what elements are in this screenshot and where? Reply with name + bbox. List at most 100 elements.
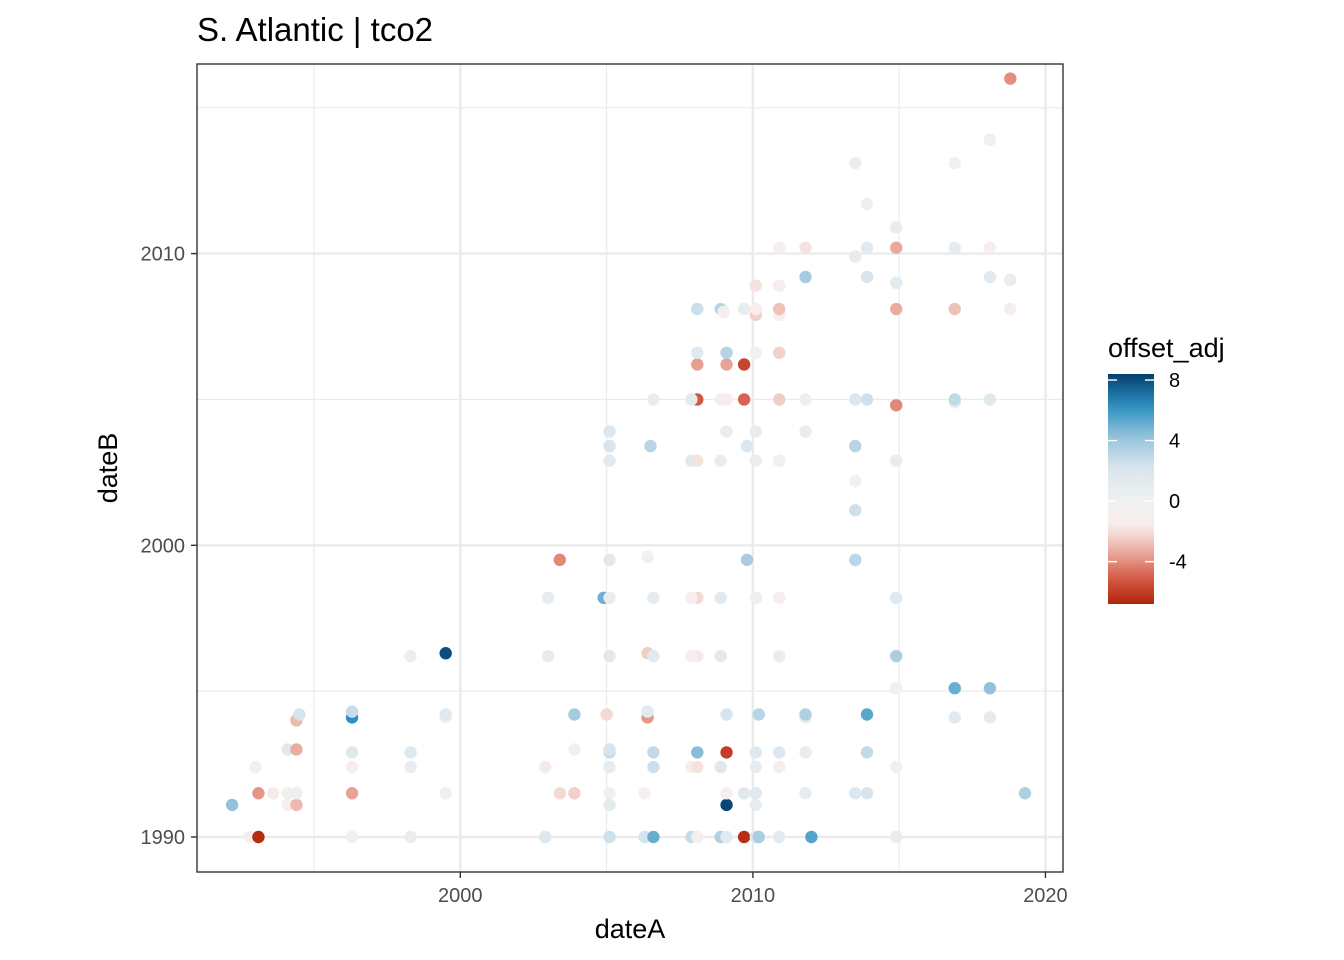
color-legend: offset_adj 8 4 0 -4 bbox=[1108, 333, 1225, 604]
data-point bbox=[737, 393, 751, 406]
data-points bbox=[225, 72, 1032, 844]
data-point bbox=[948, 393, 961, 406]
data-point bbox=[948, 241, 961, 254]
data-point bbox=[638, 787, 651, 800]
data-point bbox=[345, 760, 359, 774]
y-tick-label: 2010 bbox=[141, 244, 186, 266]
data-point bbox=[849, 156, 862, 170]
data-point bbox=[647, 760, 660, 774]
data-point bbox=[720, 425, 733, 438]
data-point bbox=[983, 711, 997, 724]
data-point bbox=[290, 787, 303, 800]
data-point bbox=[249, 760, 262, 774]
data-point bbox=[691, 830, 704, 844]
legend-title: offset_adj bbox=[1108, 333, 1225, 363]
data-point bbox=[404, 649, 417, 663]
data-point bbox=[568, 787, 581, 800]
data-point bbox=[714, 649, 727, 663]
data-point bbox=[714, 591, 727, 605]
data-point bbox=[890, 649, 903, 663]
data-point bbox=[799, 708, 812, 721]
data-point bbox=[641, 705, 654, 718]
data-point bbox=[983, 270, 997, 284]
data-point bbox=[860, 708, 874, 721]
data-point bbox=[749, 302, 763, 316]
data-point bbox=[737, 830, 751, 844]
data-point bbox=[752, 830, 765, 844]
data-point bbox=[849, 553, 862, 567]
data-point bbox=[644, 439, 657, 453]
data-point bbox=[691, 346, 704, 359]
data-point bbox=[860, 393, 874, 406]
data-point bbox=[749, 760, 763, 774]
data-point bbox=[720, 708, 733, 721]
data-point bbox=[1004, 273, 1017, 287]
data-point bbox=[568, 743, 581, 756]
data-point bbox=[849, 474, 862, 488]
data-point bbox=[773, 830, 786, 844]
data-point bbox=[737, 787, 751, 800]
data-point bbox=[773, 649, 786, 663]
legend-tick-label: -4 bbox=[1169, 552, 1187, 574]
data-point bbox=[749, 591, 763, 605]
data-point bbox=[849, 504, 862, 517]
data-point bbox=[720, 346, 733, 359]
data-point bbox=[773, 279, 786, 292]
data-point bbox=[773, 241, 786, 254]
x-tick-label: 2010 bbox=[731, 885, 776, 907]
data-point bbox=[849, 439, 862, 453]
data-point bbox=[538, 830, 552, 844]
data-point bbox=[600, 708, 613, 721]
data-point bbox=[225, 798, 239, 812]
data-point bbox=[345, 705, 359, 718]
data-point bbox=[773, 591, 786, 605]
data-point bbox=[749, 346, 763, 359]
data-point bbox=[603, 439, 616, 453]
data-point bbox=[345, 830, 359, 844]
data-point bbox=[860, 787, 874, 800]
data-point bbox=[749, 746, 763, 759]
data-point bbox=[860, 197, 874, 211]
data-point bbox=[740, 553, 754, 567]
data-point bbox=[638, 830, 651, 844]
data-point bbox=[1018, 787, 1032, 800]
data-point bbox=[849, 787, 862, 800]
data-point bbox=[890, 302, 903, 316]
data-point bbox=[717, 305, 730, 319]
data-point bbox=[691, 746, 704, 759]
legend-colorbar bbox=[1108, 374, 1154, 604]
data-point bbox=[890, 454, 903, 467]
data-point bbox=[293, 708, 306, 721]
data-point bbox=[720, 358, 733, 371]
data-point bbox=[773, 346, 786, 359]
data-point bbox=[281, 787, 294, 800]
data-point bbox=[799, 270, 812, 284]
data-point bbox=[281, 743, 294, 756]
data-point bbox=[603, 454, 616, 467]
data-point bbox=[603, 743, 616, 756]
major-gridlines bbox=[197, 64, 1063, 872]
x-axis-title: dateA bbox=[595, 914, 666, 944]
data-point bbox=[890, 276, 903, 289]
data-point bbox=[890, 591, 903, 605]
data-point bbox=[1004, 72, 1017, 85]
data-point bbox=[538, 760, 552, 774]
data-point bbox=[345, 746, 359, 759]
data-point bbox=[404, 746, 417, 759]
data-point bbox=[603, 760, 616, 774]
data-point bbox=[714, 760, 727, 774]
data-point bbox=[890, 241, 903, 254]
data-point bbox=[568, 708, 581, 721]
x-tick-label: 2000 bbox=[438, 885, 483, 907]
data-point bbox=[720, 798, 733, 812]
data-point bbox=[641, 550, 654, 564]
data-point bbox=[691, 302, 704, 316]
data-point bbox=[860, 241, 874, 254]
data-point bbox=[799, 746, 812, 759]
data-point bbox=[948, 711, 961, 724]
data-point bbox=[603, 649, 616, 663]
data-point bbox=[737, 358, 751, 371]
data-point bbox=[948, 682, 961, 695]
y-axis-title: dateB bbox=[93, 433, 123, 504]
legend-tick-label: 4 bbox=[1169, 431, 1180, 453]
